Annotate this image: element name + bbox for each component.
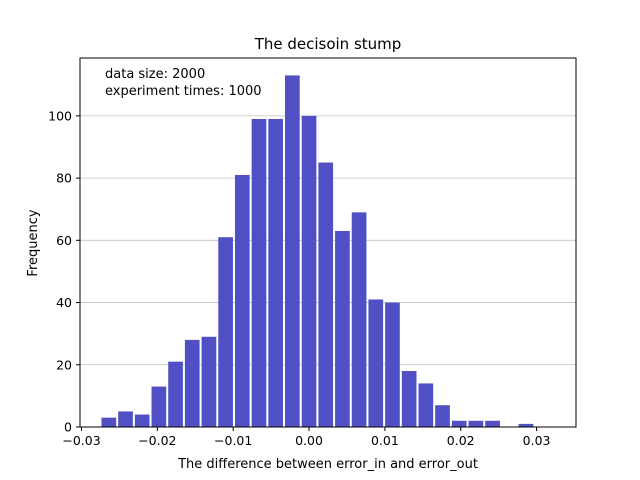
y-axis: 0 20 40 60 80 100 bbox=[48, 108, 80, 435]
x-tick-label-3: 0.00 bbox=[295, 433, 323, 448]
bar-5 bbox=[184, 339, 200, 427]
bar-2 bbox=[134, 414, 150, 427]
bar-11 bbox=[285, 75, 300, 427]
histogram-bars bbox=[101, 75, 534, 428]
bar-25 bbox=[518, 423, 534, 427]
bar-4 bbox=[168, 361, 183, 427]
x-tick-label-2: −0.01 bbox=[214, 433, 252, 448]
x-tick-label-6: 0.03 bbox=[523, 433, 551, 448]
bar-3 bbox=[151, 386, 167, 427]
bar-23 bbox=[485, 420, 500, 427]
bar-20 bbox=[435, 405, 450, 427]
bar-9 bbox=[251, 118, 267, 428]
bar-19 bbox=[418, 383, 434, 427]
annotation-experiment-times: experiment times: 1000 bbox=[105, 84, 262, 99]
y-tick-label-2: 40 bbox=[56, 295, 72, 310]
x-tick-label-1: −0.02 bbox=[138, 433, 176, 448]
annotation-data-size: data size: 2000 bbox=[105, 67, 205, 82]
bar-6 bbox=[201, 336, 217, 427]
bar-15 bbox=[351, 212, 367, 427]
y-tick-label-0: 0 bbox=[64, 420, 72, 435]
bar-7 bbox=[218, 237, 233, 427]
bar-14 bbox=[335, 230, 350, 427]
x-tick-label-4: 0.01 bbox=[371, 433, 399, 448]
x-axis-label: The difference between error_in and erro… bbox=[177, 457, 478, 472]
plot-frame bbox=[79, 57, 577, 428]
x-tick-label-5: 0.02 bbox=[447, 433, 475, 448]
bar-16 bbox=[368, 299, 384, 427]
chart-title: The decisoin stump bbox=[254, 35, 402, 53]
bar-12 bbox=[301, 115, 317, 428]
y-axis-label: Frequency bbox=[26, 209, 41, 276]
y-tick-label-5: 100 bbox=[48, 108, 72, 123]
bar-18 bbox=[401, 370, 417, 427]
x-tick-label-0: −0.03 bbox=[62, 433, 100, 448]
bar-17 bbox=[385, 302, 400, 427]
bar-8 bbox=[234, 174, 250, 427]
bar-21 bbox=[451, 420, 467, 427]
y-tick-label-3: 60 bbox=[56, 233, 72, 248]
y-tick-label-4: 80 bbox=[56, 171, 72, 186]
bar-0 bbox=[101, 417, 117, 427]
bar-10 bbox=[268, 118, 284, 428]
bar-13 bbox=[318, 162, 334, 428]
y-tick-label-1: 20 bbox=[56, 357, 72, 372]
bar-22 bbox=[468, 420, 484, 427]
x-axis: −0.03 −0.02 −0.01 0.00 0.01 0.02 0.03 bbox=[62, 427, 550, 448]
bar-1 bbox=[118, 411, 133, 427]
